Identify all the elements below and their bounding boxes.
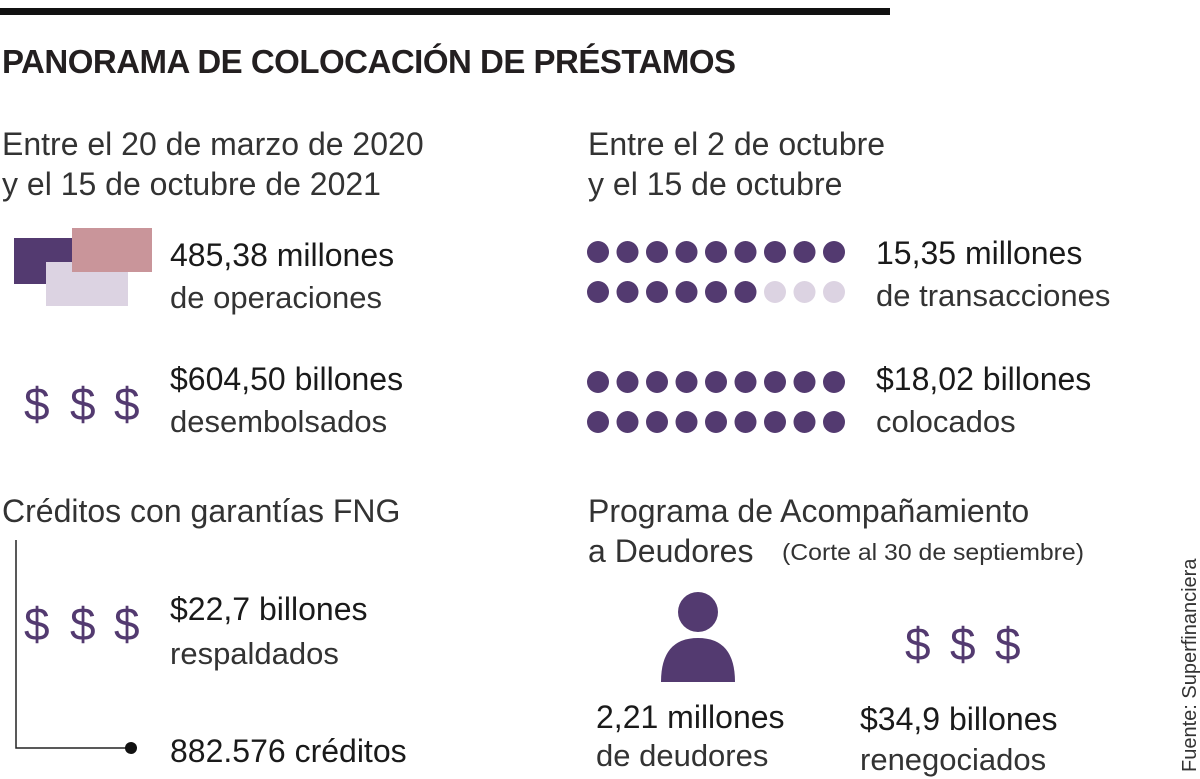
label: renegociados [860, 742, 1046, 777]
dollar-icon: $ [950, 618, 976, 670]
period: Entre el 2 de octubre [588, 126, 885, 162]
bullet [125, 742, 137, 754]
period: Entre el 20 de marzo de 2020 [2, 126, 424, 162]
dot [793, 281, 816, 303]
value: $34,9 billones [860, 701, 1057, 737]
dollar-icon: $ [995, 618, 1021, 670]
title: PANORAMA DE COLOCACIÓN DE PRÉSTAMOS [2, 43, 736, 80]
dot [764, 411, 786, 433]
dot [705, 371, 727, 393]
bracket [15, 540, 130, 749]
dot [793, 411, 816, 433]
value: 485,38 millones [170, 237, 394, 273]
dollar-icon: $ [24, 378, 50, 430]
label: colocados [876, 404, 1016, 439]
dot [823, 241, 845, 263]
value: $22,7 billones [170, 591, 367, 627]
dollar-icon: $ [114, 378, 140, 430]
heading: a Deudores [588, 533, 753, 569]
period: y el 15 de octubre [588, 166, 842, 202]
top-rule [0, 8, 890, 15]
dot [675, 241, 698, 263]
source: Fuente: Superfinanciera [1179, 558, 1200, 772]
dot [705, 281, 727, 303]
dot [764, 281, 786, 303]
label: respaldados [170, 636, 339, 671]
dot [793, 241, 816, 263]
label: de operaciones [170, 280, 382, 315]
value: 882.576 créditos [170, 733, 407, 769]
dot [616, 411, 639, 433]
label: de deudores [596, 738, 768, 773]
dollar-icon: $ [24, 598, 50, 650]
value: $604,50 billones [170, 361, 403, 397]
dot [587, 371, 609, 393]
dot [823, 281, 845, 303]
dot [616, 371, 639, 393]
dot [764, 241, 786, 263]
dollar-icon: $ [114, 598, 140, 650]
dot [587, 241, 609, 263]
label: de transacciones [876, 278, 1110, 313]
note: (Corte al 30 de septiembre) [782, 539, 1084, 565]
dot-grid [587, 241, 845, 433]
dollar-icon: $ [905, 618, 931, 670]
person-icon [661, 592, 735, 682]
label: desembolsados [170, 404, 387, 439]
dot [646, 371, 668, 393]
dot [734, 281, 757, 303]
dot [793, 371, 816, 393]
dot [705, 241, 727, 263]
dot [734, 241, 757, 263]
dot [616, 281, 639, 303]
value: 15,35 millones [876, 235, 1082, 271]
dot [675, 371, 698, 393]
dollar-icon: $ [70, 378, 96, 430]
dot [734, 371, 757, 393]
dot [646, 411, 668, 433]
dot [823, 411, 845, 433]
dot [705, 411, 727, 433]
period: y el 15 de octubre de 2021 [2, 166, 381, 202]
cards-icon [14, 228, 152, 306]
dot [734, 411, 757, 433]
dot [587, 281, 609, 303]
dot [646, 241, 668, 263]
dollar-icon: $ [70, 598, 96, 650]
dot [646, 281, 668, 303]
dot [587, 411, 609, 433]
dot [823, 371, 845, 393]
value: $18,02 billones [876, 361, 1091, 397]
dot [764, 371, 786, 393]
heading: Créditos con garantías FNG [2, 493, 400, 529]
dot [675, 411, 698, 433]
dot [675, 281, 698, 303]
value: 2,21 millones [596, 699, 785, 735]
dot [616, 241, 639, 263]
heading: Programa de Acompañamiento [588, 493, 1029, 529]
